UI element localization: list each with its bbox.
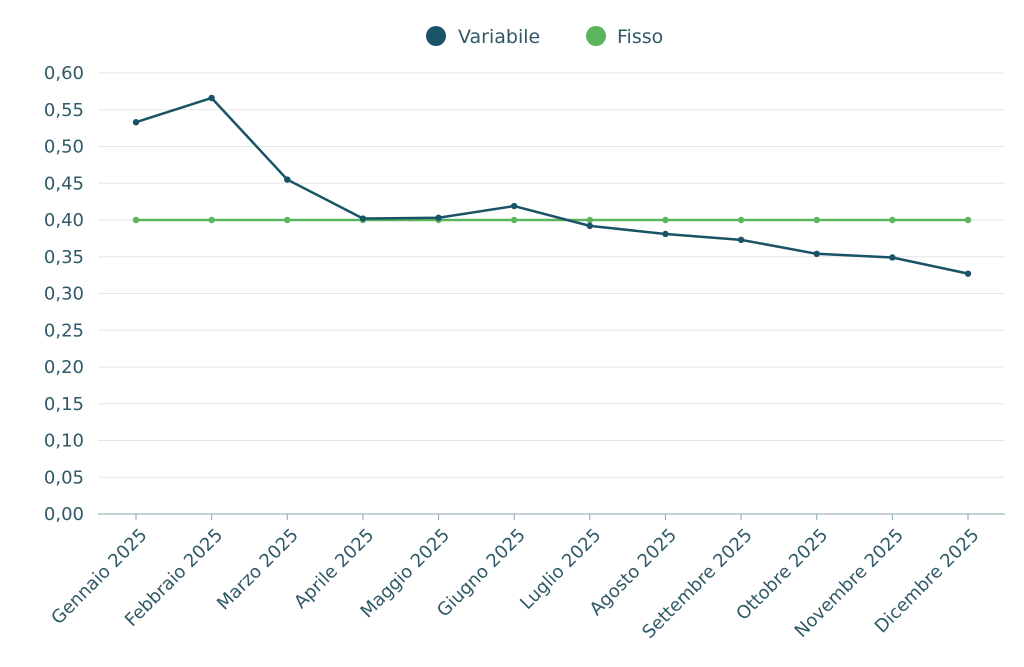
legend-item-fisso[interactable]: Fisso	[586, 26, 663, 48]
legend-label-variabile: Variabile	[458, 26, 540, 48]
data-point-fisso	[662, 216, 669, 224]
data-point-variabile	[284, 176, 291, 183]
data-point-variabile	[132, 119, 140, 126]
data-point-variabile	[737, 236, 745, 244]
data-point-fisso	[889, 216, 896, 224]
data-point-variabile	[359, 215, 367, 222]
y-tick-label: 0,00	[44, 504, 84, 525]
y-tick-label: 0,20	[44, 357, 84, 378]
gridlines	[98, 72, 1005, 515]
data-point-fisso	[813, 216, 820, 224]
legend: Variabile Fisso	[426, 26, 663, 48]
legend-label-fisso: Fisso	[617, 26, 663, 48]
y-tick-label: 0,45	[44, 173, 84, 194]
x-tick-label: Marzo 2025	[213, 525, 303, 615]
data-point-fisso	[964, 216, 972, 224]
data-point-variabile	[964, 270, 972, 277]
y-tick-label: 0,25	[44, 320, 84, 341]
data-point-variabile	[889, 254, 896, 261]
data-point-variabile	[435, 214, 442, 221]
y-tick-label: 0,05	[44, 467, 84, 488]
data-point-fisso	[132, 216, 140, 224]
y-tick-label: 0,40	[44, 210, 84, 231]
data-point-fisso	[284, 216, 291, 224]
data-point-variabile	[813, 250, 820, 258]
data-point-variabile	[662, 230, 669, 238]
legend-marker-fisso	[586, 26, 606, 46]
legend-marker-variabile	[426, 26, 446, 46]
y-tick-label: 0,50	[44, 137, 84, 158]
data-point-fisso	[510, 216, 518, 224]
data-point-variabile	[586, 222, 594, 230]
data-point-variabile	[510, 202, 518, 210]
series-line-variabile	[135, 96, 969, 275]
y-tick-label: 0,30	[44, 284, 84, 305]
y-tick-label: 0,60	[44, 63, 84, 84]
data-point-fisso	[586, 216, 594, 224]
y-tick-label: 0,15	[44, 394, 84, 415]
series-lines	[132, 94, 972, 277]
y-tick-label: 0,35	[44, 247, 84, 268]
y-tick-label: 0,10	[44, 431, 84, 452]
legend-item-variabile[interactable]: Variabile	[426, 26, 540, 48]
y-tick-label: 0,55	[44, 100, 84, 121]
data-point-variabile	[208, 94, 215, 102]
data-point-fisso	[737, 216, 745, 224]
y-axis-ticks: 0,00 0,05 0,10 0,15 0,20 0,25 0,30 0,35 0,40 0,45…	[44, 63, 84, 525]
data-point-fisso	[208, 216, 215, 224]
